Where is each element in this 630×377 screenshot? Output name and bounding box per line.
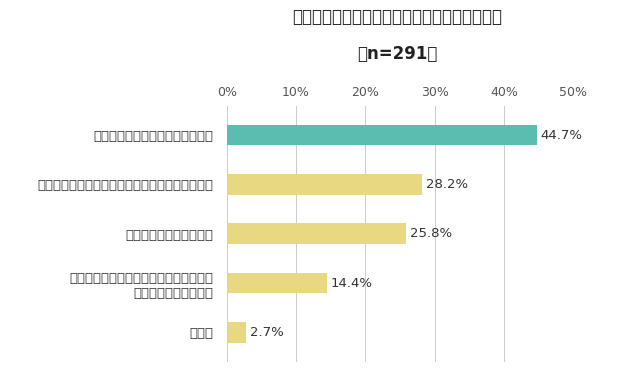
Text: 2.7%: 2.7% (249, 326, 284, 339)
Text: 28.2%: 28.2% (427, 178, 469, 191)
Bar (227, 322, 246, 343)
Text: 同一労働同一賃金への準備が進んでいない理由: 同一労働同一賃金への準備が進んでいない理由 (292, 8, 502, 26)
Bar (227, 273, 326, 293)
Text: 25.8%: 25.8% (410, 227, 452, 240)
Bar (227, 224, 406, 244)
Text: 14.4%: 14.4% (331, 277, 373, 290)
Bar (227, 174, 422, 195)
Bar (227, 125, 537, 146)
Text: （n=291）: （n=291） (357, 45, 437, 63)
Text: 44.7%: 44.7% (541, 129, 583, 142)
